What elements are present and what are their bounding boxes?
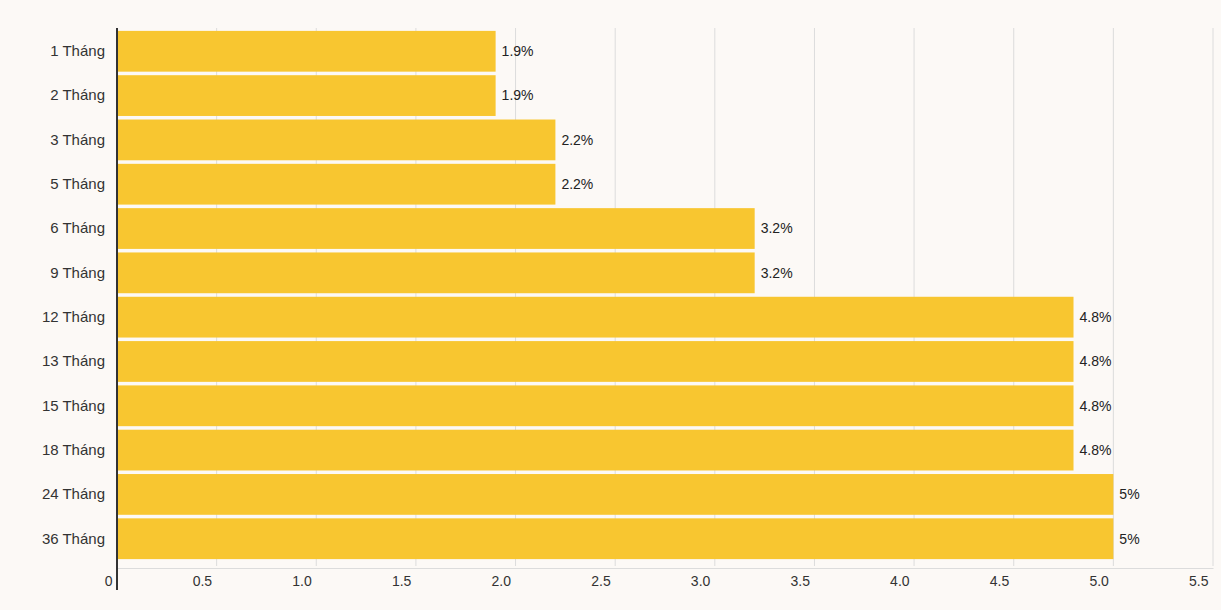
data-label: 4.8% bbox=[1080, 309, 1112, 325]
x-tick: 0 bbox=[105, 568, 118, 589]
y-axis-line bbox=[116, 28, 118, 590]
y-tick-label: 1 Tháng bbox=[50, 42, 105, 59]
y-tick-label: 18 Tháng bbox=[42, 441, 105, 458]
y-tick-label: 36 Tháng bbox=[42, 530, 105, 547]
bar bbox=[117, 341, 1074, 382]
data-label: 1.9% bbox=[502, 87, 534, 103]
x-tick-label: 1.5 bbox=[392, 573, 412, 589]
y-tick-label: 12 Tháng bbox=[42, 308, 105, 325]
x-tick: 5.0 bbox=[1089, 568, 1113, 589]
data-label: 4.8% bbox=[1080, 442, 1112, 458]
x-tick-label: 1.0 bbox=[292, 573, 312, 589]
bar bbox=[117, 474, 1113, 515]
bars bbox=[117, 31, 1113, 559]
data-label: 4.8% bbox=[1080, 353, 1112, 369]
x-tick: 4.0 bbox=[890, 568, 914, 589]
y-tick: 15 Tháng bbox=[42, 397, 117, 414]
y-tick: 12 Tháng bbox=[42, 308, 117, 325]
data-label: 1.9% bbox=[502, 43, 534, 59]
x-tick: 5.5 bbox=[1189, 568, 1213, 589]
y-tick: 5 Tháng bbox=[50, 175, 117, 192]
y-tick-label: 24 Tháng bbox=[42, 485, 105, 502]
y-tick: 36 Tháng bbox=[42, 530, 117, 547]
y-tick-label: 5 Tháng bbox=[50, 175, 105, 192]
data-label: 4.8% bbox=[1080, 398, 1112, 414]
data-label: 3.2% bbox=[761, 220, 793, 236]
bar bbox=[117, 252, 755, 293]
y-tick: 13 Tháng bbox=[42, 352, 117, 369]
x-tick: 1.5 bbox=[392, 568, 416, 589]
plot: 0 0.5 1.0 1.5 2.0 2.5 3.0 3.5 4.0 4.5 5.0 5.5 1 Thán… bbox=[42, 28, 1214, 590]
y-tick: 18 Tháng bbox=[42, 441, 117, 458]
bar bbox=[117, 31, 496, 72]
x-tick: 3.5 bbox=[790, 568, 814, 589]
data-label: 5% bbox=[1119, 486, 1139, 502]
x-tick: 2.0 bbox=[492, 568, 516, 589]
bar bbox=[117, 120, 555, 161]
x-tick-label: 3.0 bbox=[691, 573, 711, 589]
bar bbox=[117, 75, 496, 116]
data-labels: 1.9% 1.9% 2.2% 2.2% 3.2% 3.2% 4.8% 4.8% 4.8% 4.8%… bbox=[502, 43, 1140, 546]
x-axis: 0 0.5 1.0 1.5 2.0 2.5 3.0 3.5 4.0 4.5 5.0 5.5 bbox=[105, 568, 1214, 589]
y-tick: 1 Tháng bbox=[50, 42, 117, 59]
x-tick-label: 2.5 bbox=[591, 573, 611, 589]
y-tick-label: 15 Tháng bbox=[42, 397, 105, 414]
x-tick: 4.5 bbox=[990, 568, 1014, 589]
y-tick: 9 Tháng bbox=[50, 264, 117, 281]
x-tick: 3.0 bbox=[691, 568, 715, 589]
y-tick-label: 3 Tháng bbox=[50, 131, 105, 148]
bar bbox=[117, 430, 1074, 471]
y-tick: 24 Tháng bbox=[42, 485, 117, 502]
chart: 0 0.5 1.0 1.5 2.0 2.5 3.0 3.5 4.0 4.5 5.0 5.5 1 Thán… bbox=[0, 0, 1221, 610]
grid-line bbox=[1213, 28, 1214, 566]
x-tick-label: 2.0 bbox=[492, 573, 512, 589]
y-tick-label: 9 Tháng bbox=[50, 264, 105, 281]
data-label: 5% bbox=[1119, 531, 1139, 547]
grid bbox=[117, 28, 1213, 566]
x-tick: 2.5 bbox=[591, 568, 615, 589]
x-tick-label: 4.5 bbox=[990, 573, 1010, 589]
bar bbox=[117, 164, 555, 205]
x-tick-label: 5.5 bbox=[1189, 573, 1209, 589]
data-label: 2.2% bbox=[561, 132, 593, 148]
y-tick: 6 Tháng bbox=[50, 219, 117, 236]
y-tick-label: 6 Tháng bbox=[50, 219, 105, 236]
bar bbox=[117, 518, 1113, 559]
bar bbox=[117, 208, 755, 249]
x-tick-label: 0.5 bbox=[193, 573, 213, 589]
bar bbox=[117, 385, 1074, 426]
y-tick-label: 2 Tháng bbox=[50, 86, 105, 103]
x-tick-label: 3.5 bbox=[790, 573, 810, 589]
data-label: 2.2% bbox=[561, 176, 593, 192]
y-axis: 1 Tháng 2 Tháng 3 Tháng 5 Tháng 6 Tháng 9 Thá… bbox=[42, 28, 117, 590]
x-tick: 0.5 bbox=[193, 568, 217, 589]
x-axis-line bbox=[118, 568, 1214, 569]
bar bbox=[117, 297, 1074, 338]
x-tick-label: 4.0 bbox=[890, 573, 910, 589]
x-tick: 1.0 bbox=[292, 568, 316, 589]
data-label: 3.2% bbox=[761, 265, 793, 281]
x-tick-label: 0 bbox=[105, 573, 113, 589]
y-tick-label: 13 Tháng bbox=[42, 352, 105, 369]
y-tick: 2 Tháng bbox=[50, 86, 117, 103]
y-tick: 3 Tháng bbox=[50, 131, 117, 148]
x-tick-label: 5.0 bbox=[1089, 573, 1109, 589]
